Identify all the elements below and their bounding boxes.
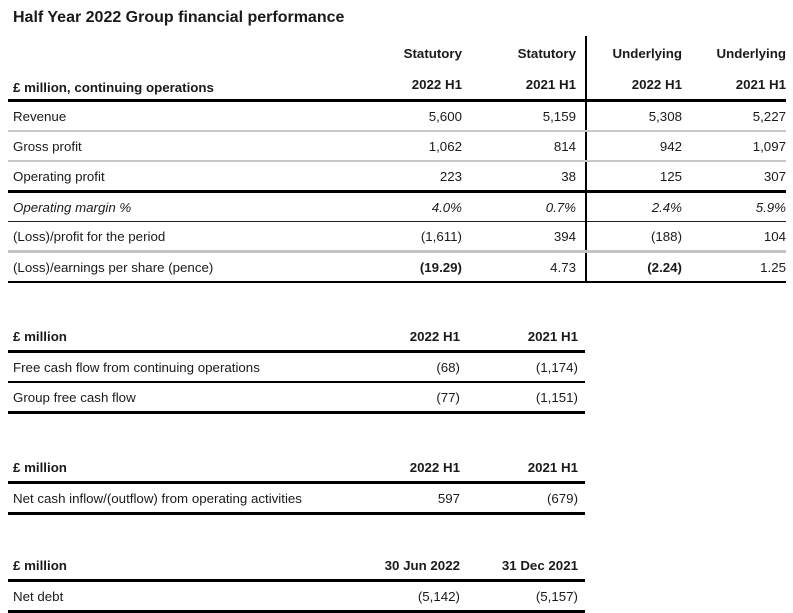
cell-value: (679) [463,482,585,515]
cell-value: 0.7% [462,191,586,222]
header-row: £ million 30 Jun 2022 31 Dec 2021 [8,549,585,582]
cell-value: 2.4% [585,191,682,222]
table-row: (Loss)/profit for the period (1,611) 394… [8,221,786,253]
cell-value: 5,600 [348,100,462,132]
cell-value: 1.25 [682,251,786,283]
column-header: Underlying [585,36,682,65]
cell-value: (68) [345,351,463,383]
row-label: Group free cash flow [8,382,345,414]
cell-value: 104 [682,221,786,253]
cell-value: (1,611) [348,221,462,253]
row-label: (Loss)/earnings per share (pence) [8,251,348,283]
column-header: Statutory [517,46,576,61]
table-row: Net cash inflow/(outflow) from operating… [8,482,585,515]
corner-label: £ million, continuing operations [8,36,348,102]
cell-value: (5,142) [345,580,463,613]
row-label: Net debt [8,580,345,613]
cell-value: 223 [348,161,462,193]
cell-value: 394 [462,221,586,253]
header-row: £ million 2022 H1 2021 H1 [8,451,585,484]
page-title: Half Year 2022 Group financial performan… [13,9,345,26]
operating-cash-flow-table: £ million 2022 H1 2021 H1 Net cash inflo… [8,451,585,515]
cell-value: (1,151) [463,382,585,414]
column-header: 2021 H1 [463,451,585,484]
row-label: Revenue [8,100,348,132]
corner-label: £ million [8,451,345,484]
main-financial-table: £ million, continuing operations Statuto… [8,36,786,283]
table-row: Group free cash flow (77) (1,151) [8,382,585,414]
column-header: 2022 H1 [585,65,682,102]
column-header: 2021 H1 [463,320,585,353]
cell-value: (188) [585,221,682,253]
cell-value: 4.0% [348,191,462,222]
column-header: 30 Jun 2022 [345,549,463,582]
cell-value: 1,097 [682,131,786,162]
column-header: 2022 H1 [345,451,463,484]
row-label: (Loss)/profit for the period [8,221,348,253]
cell-value: 5,308 [585,100,682,132]
cell-value: 814 [462,131,586,162]
row-label: Gross profit [8,131,348,162]
column-header: 2022 H1 [345,320,463,353]
cell-value: 1,062 [348,131,462,162]
cell-value: 307 [682,161,786,193]
free-cash-flow-table: £ million 2022 H1 2021 H1 Free cash flow… [8,320,585,414]
header-row: £ million 2022 H1 2021 H1 [8,320,585,353]
table-row: (Loss)/earnings per share (pence) (19.29… [8,251,786,283]
corner-label: £ million [8,320,345,353]
row-label: Operating profit [8,161,348,193]
cell-value: 942 [585,131,682,162]
cell-value: (1,174) [463,351,585,383]
table-row: Net debt (5,142) (5,157) [8,580,585,613]
cell-value: (5,157) [463,580,585,613]
row-label: Operating margin % [8,191,348,222]
column-group-header-row: £ million, continuing operations Statuto… [8,36,786,102]
cell-value: (19.29) [348,251,462,283]
cell-value: 5,159 [462,100,586,132]
column-header: Statutory [403,46,462,61]
table-row: Operating margin % 4.0% 0.7% 2.4% 5.9% [8,191,786,222]
cell-value: 125 [585,161,682,193]
table-row: Free cash flow from continuing operation… [8,351,585,383]
cell-value: 38 [462,161,586,193]
corner-label: £ million [8,549,345,582]
net-debt-table: £ million 30 Jun 2022 31 Dec 2021 Net de… [8,549,585,613]
column-header: 2022 H1 [348,65,462,102]
cell-value: 597 [345,482,463,515]
row-label: Free cash flow from continuing operation… [8,351,345,383]
table-row: Operating profit 223 38 125 307 [8,161,786,193]
column-header: 2021 H1 [682,65,786,102]
cell-value: (2.24) [585,251,682,283]
column-period-header-row: 2022 H1 2021 H1 2022 H1 2021 H1 [8,65,786,102]
cell-value: 4.73 [462,251,586,283]
cell-value: 5.9% [682,191,786,222]
cell-value: (77) [345,382,463,414]
row-label: Net cash inflow/(outflow) from operating… [8,482,345,515]
column-header: Underlying [716,46,786,61]
cell-value: 5,227 [682,100,786,132]
table-row: Revenue 5,600 5,159 5,308 5,227 [8,100,786,132]
table-row: Gross profit 1,062 814 942 1,097 [8,131,786,162]
column-header: 2021 H1 [462,65,586,102]
column-header: 31 Dec 2021 [463,549,585,582]
